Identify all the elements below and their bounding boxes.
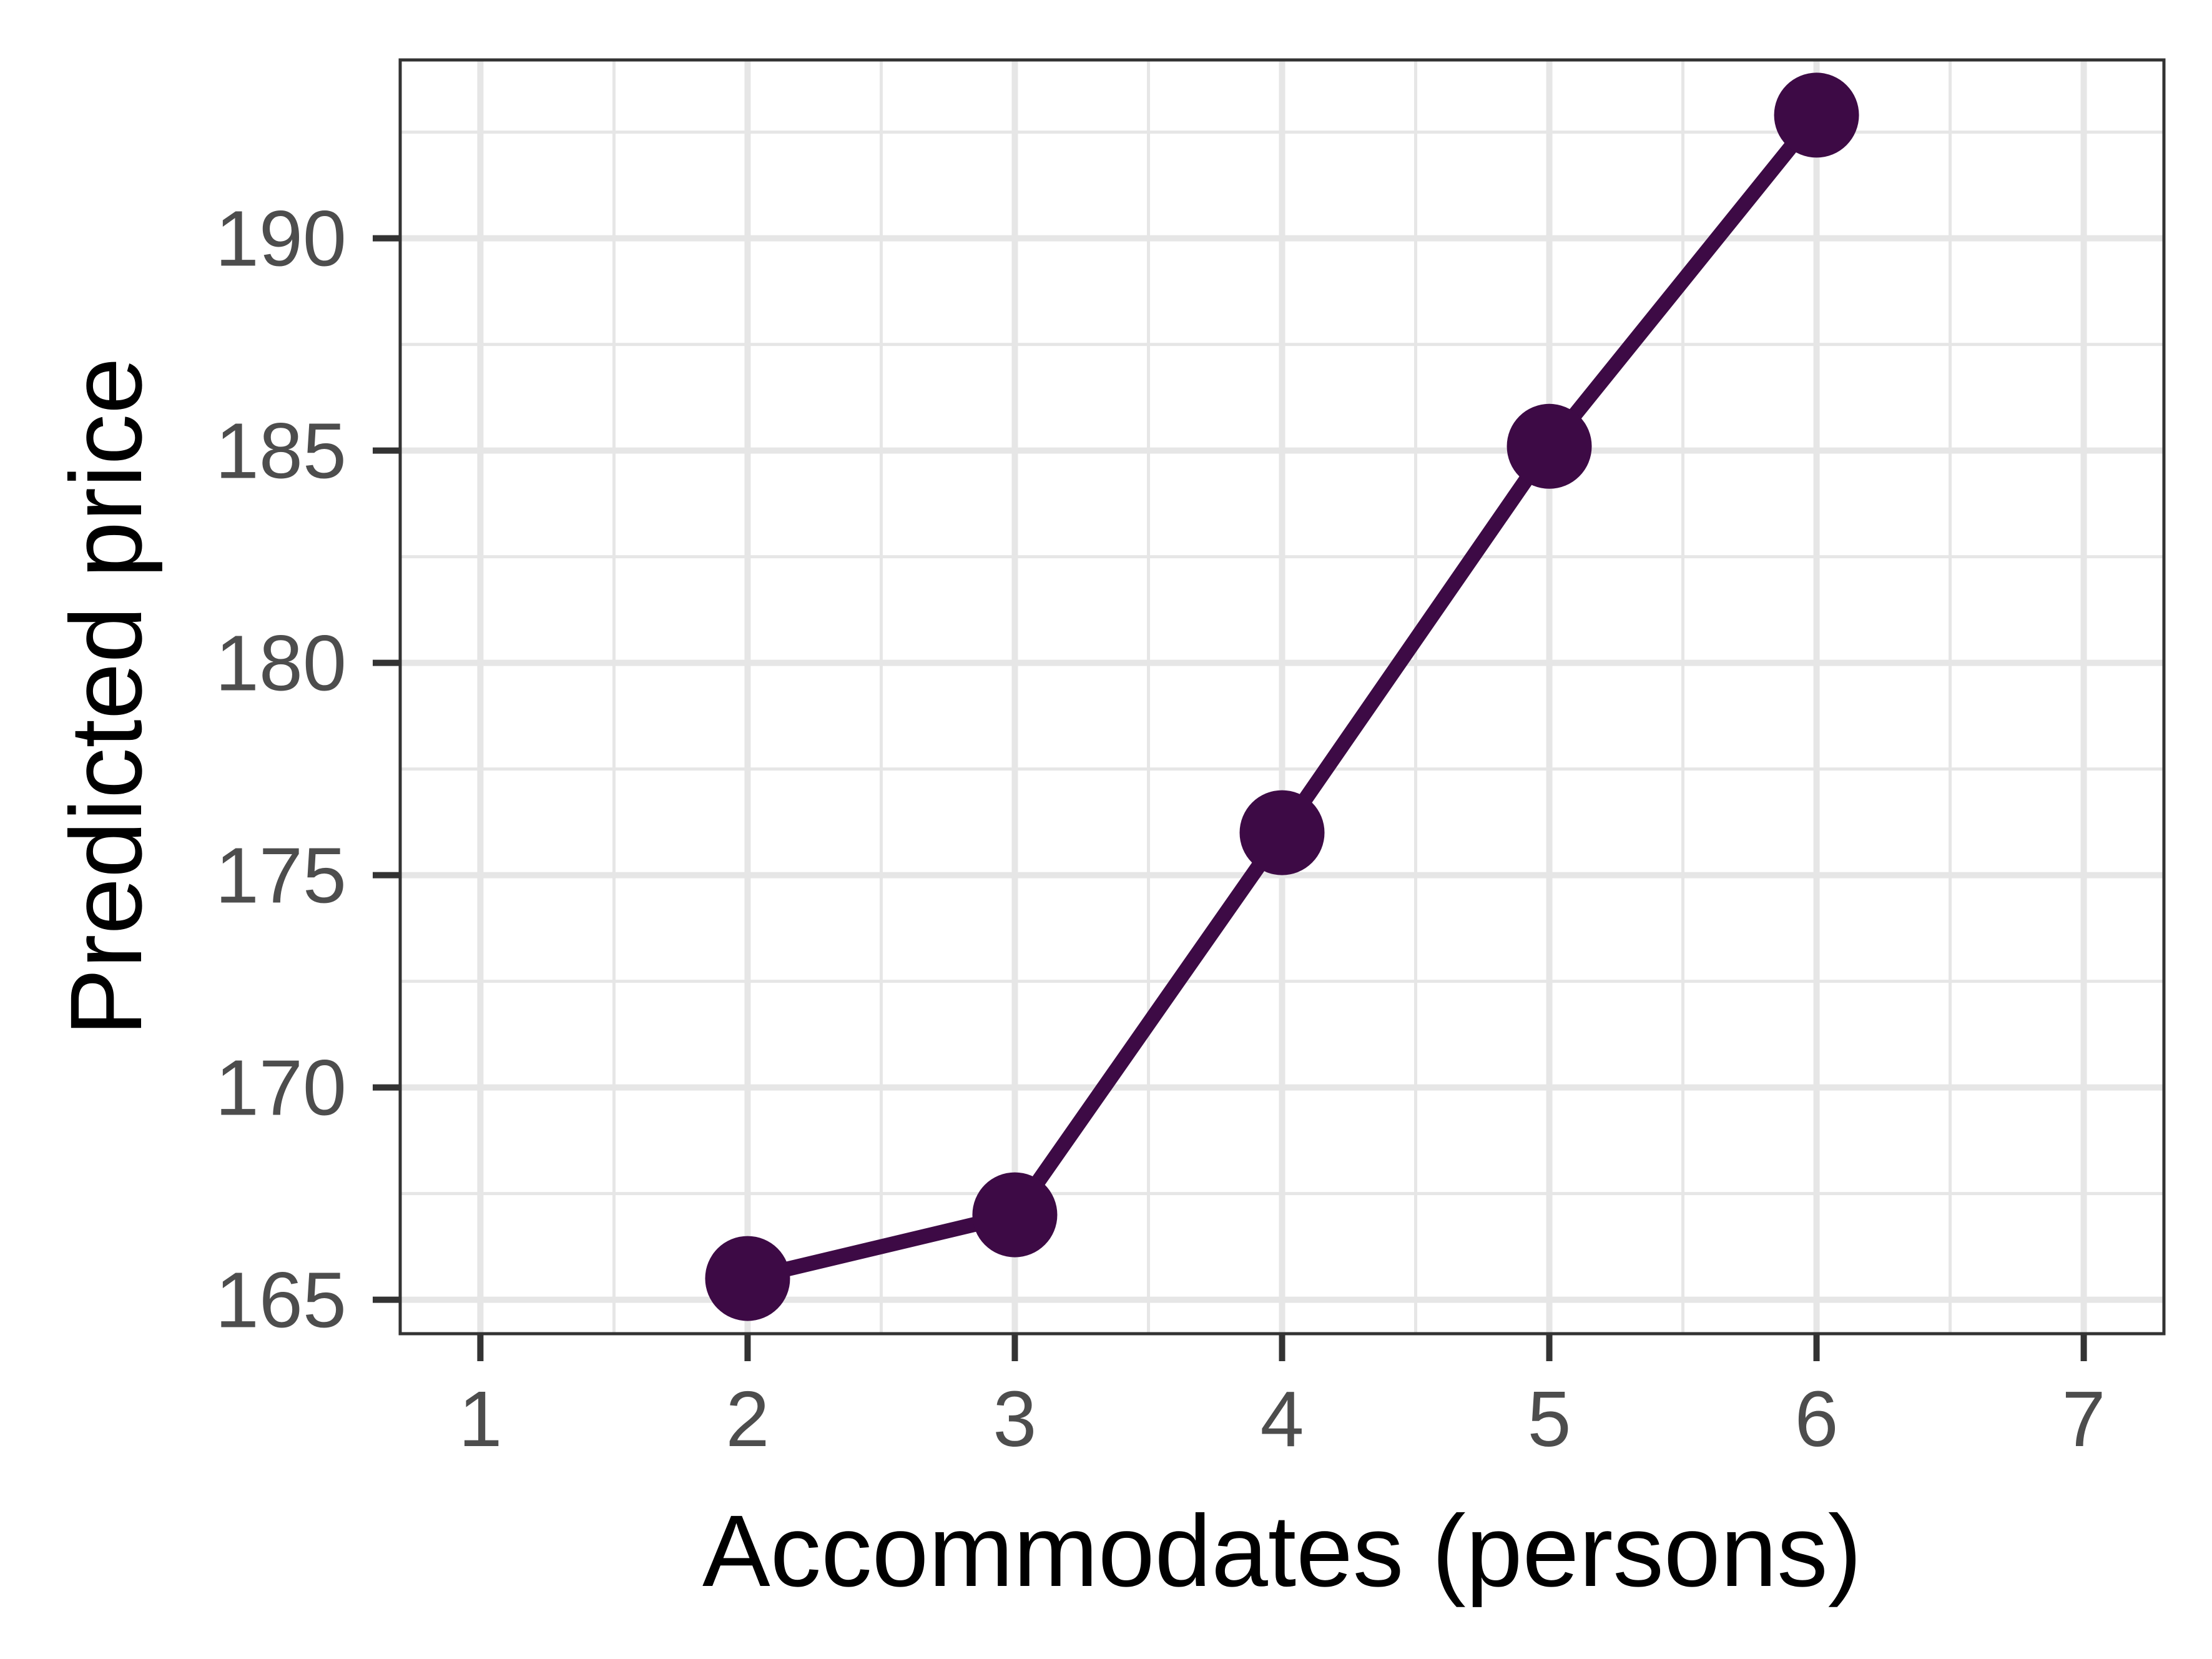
data-point (1774, 72, 1859, 158)
x-axis-title: Accommodates (persons) (702, 1494, 1862, 1608)
x-tick-label: 6 (1795, 1375, 1839, 1463)
x-tick-label: 7 (2062, 1375, 2106, 1463)
data-point (972, 1172, 1058, 1258)
y-tick-label: 185 (215, 407, 347, 495)
x-tick-label: 3 (993, 1375, 1036, 1463)
y-tick-label: 175 (215, 832, 347, 920)
y-tick-label: 170 (215, 1044, 347, 1132)
y-axis-title: Predicted price (49, 357, 163, 1036)
major-gridlines (400, 60, 2164, 1334)
data-point (1239, 790, 1325, 875)
x-axis-ticks: 1 2 3 4 5 6 7 (458, 1334, 2106, 1463)
x-tick-label: 1 (458, 1375, 502, 1463)
data-point (705, 1236, 790, 1321)
series-layer (705, 72, 1859, 1321)
y-tick-label: 190 (215, 195, 347, 283)
y-tick-label: 180 (215, 619, 347, 707)
x-tick-label: 5 (1527, 1375, 1571, 1463)
x-tick-label: 2 (725, 1375, 769, 1463)
y-tick-label: 165 (215, 1256, 347, 1344)
y-axis-ticks: 165 170 175 180 185 190 (215, 195, 400, 1344)
data-point (1507, 403, 1592, 489)
x-tick-label: 4 (1260, 1375, 1304, 1463)
